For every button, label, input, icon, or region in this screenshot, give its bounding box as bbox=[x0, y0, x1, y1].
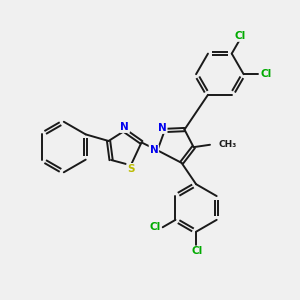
Text: S: S bbox=[127, 164, 135, 174]
Text: CH₃: CH₃ bbox=[218, 140, 236, 149]
Text: Cl: Cl bbox=[234, 31, 245, 41]
Text: N: N bbox=[158, 123, 167, 133]
Text: Cl: Cl bbox=[191, 246, 202, 256]
Text: N: N bbox=[149, 145, 158, 155]
Text: Cl: Cl bbox=[150, 222, 161, 232]
Text: Cl: Cl bbox=[260, 69, 272, 79]
Text: N: N bbox=[120, 122, 129, 132]
